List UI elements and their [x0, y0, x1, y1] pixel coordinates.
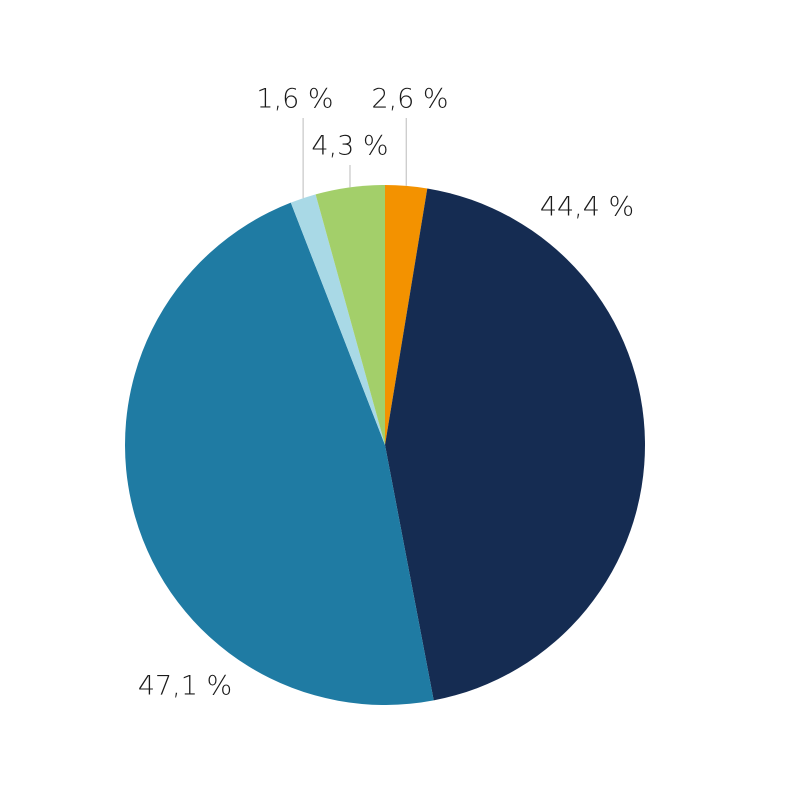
pie-slice [290, 194, 385, 445]
pie-slice [315, 185, 385, 445]
data-label: 4,3 % [311, 131, 388, 162]
pie-slice [385, 188, 645, 701]
pie-slice [385, 185, 428, 445]
data-label: 47,1 % [138, 671, 232, 702]
data-label: 1,6 % [256, 84, 333, 115]
pie-slice [125, 202, 434, 706]
data-label: 2,6 % [371, 84, 448, 115]
data-label: 44,4 % [540, 192, 634, 223]
